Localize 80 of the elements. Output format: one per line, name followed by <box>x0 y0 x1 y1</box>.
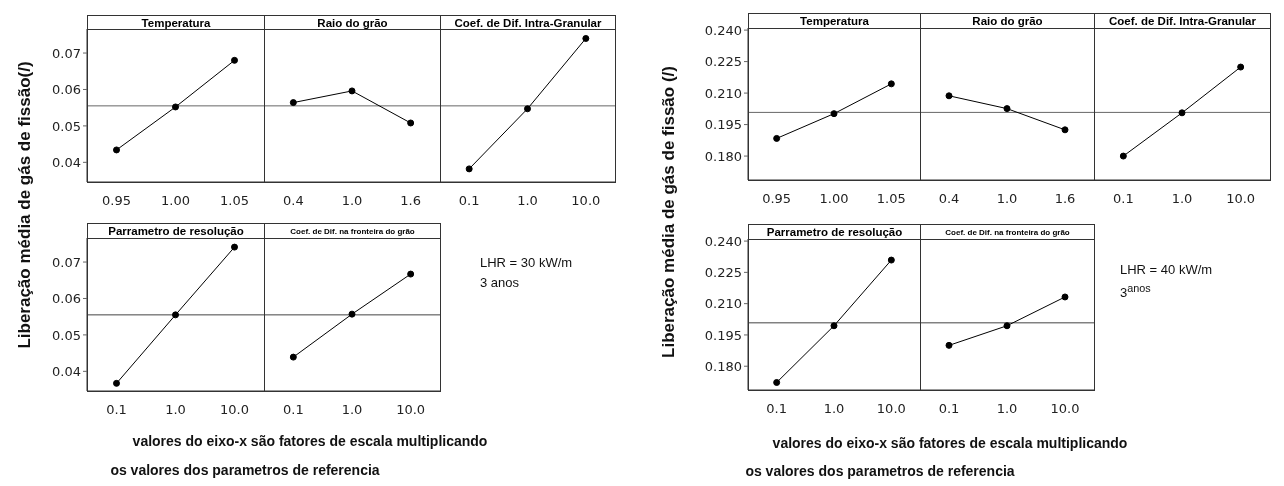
y-axis-title: Liberação média de gás de fissão (/) <box>659 65 679 360</box>
x-tick-label: 1.00 <box>161 193 190 209</box>
x-tick-label: 10.0 <box>1226 191 1256 207</box>
x-tick-label: 10.0 <box>1050 401 1080 417</box>
point <box>172 103 179 111</box>
x-tick-label: 10.0 <box>876 401 906 417</box>
x-tick-label: 0.1 <box>938 401 960 417</box>
text: 3$^{anos}$ <box>1120 282 1151 301</box>
point <box>113 146 120 154</box>
point <box>830 322 838 330</box>
x-tick-label: 10.0 <box>220 402 249 418</box>
y-tick-label: 0.180 <box>704 358 742 374</box>
y-tick-label: 0.04 <box>52 154 81 170</box>
y-tick-label: 0.05 <box>52 118 81 134</box>
chart-title: Coef. de Dif. na fronteira do grão <box>264 223 441 239</box>
y-tick-label: 0.180 <box>704 148 742 164</box>
chart-title: Raio do grão <box>920 13 1095 29</box>
x-tick-label: 1.0 <box>341 193 363 209</box>
x-tick-label: 1.05 <box>220 193 249 209</box>
y-tick-label: 0.210 <box>704 296 742 312</box>
x-tick-label: 1.0 <box>996 401 1018 417</box>
x-tick-label: 0.1 <box>282 402 304 418</box>
y-tick-label: 0.06 <box>52 82 81 98</box>
text: LHR = 40 kW/m <box>1120 262 1213 277</box>
x-tick-label: 1.05 <box>876 191 906 207</box>
x-tick-label: 0.95 <box>102 193 131 209</box>
x-tick-label: 1.6 <box>400 193 422 209</box>
y-tick-label: 0.240 <box>704 233 742 249</box>
x-tick-label: 1.0 <box>1171 191 1193 207</box>
y-tick-label: 0.04 <box>52 363 81 379</box>
y-tick-label: 0.07 <box>52 254 81 270</box>
y-tick-label: 0.240 <box>704 22 742 38</box>
text: 3 anos <box>480 275 520 290</box>
y-tick-label: 0.195 <box>704 327 742 343</box>
y-tick-label: 0.07 <box>52 45 81 61</box>
x-tick-label: 0.4 <box>938 191 960 207</box>
point <box>887 256 895 264</box>
y-tick-label: 0.05 <box>52 327 81 343</box>
y-tick-label: 0.06 <box>52 291 81 307</box>
point <box>113 379 120 387</box>
x-tick-label: 0.1 <box>1112 191 1134 207</box>
x-tick-label: 0.1 <box>766 401 788 417</box>
text: valores do eixo-x são fatores de escala multiplicando <box>771 435 1129 451</box>
text: valores do eixo-x são fatores de escala multiplicando <box>131 433 489 449</box>
x-tick-label: 0.4 <box>282 193 304 209</box>
x-tick-label: 1.0 <box>341 402 363 418</box>
point <box>773 378 781 386</box>
x-tick-label: 1.0 <box>165 402 186 418</box>
x-tick-label: 0.1 <box>458 193 480 209</box>
x-tick-label: 1.0 <box>823 401 845 417</box>
point <box>231 243 238 251</box>
y-axis-title: Liberação média de gás de fissão(/) <box>15 60 35 351</box>
chart-title: Parrametro de resolução <box>748 224 921 240</box>
chart-title: Parrametro de resolução <box>87 223 265 239</box>
chart-title: Temperatura <box>87 15 265 30</box>
chart-title: Temperatura <box>748 13 921 29</box>
point <box>231 56 238 64</box>
chart-title: Coef. de Dif. Intra-Granular <box>1094 13 1271 29</box>
y-tick-label: 0.195 <box>704 117 742 133</box>
chart-title: Raio do grão <box>264 15 441 30</box>
x-tick-label: 10.0 <box>571 193 601 209</box>
text: os valores dos parametros de referencia <box>109 462 381 478</box>
x-tick-label: 1.6 <box>1054 191 1076 207</box>
x-tick-label: 1.00 <box>819 191 849 207</box>
chart-title: Coef. de Dif. Intra-Granular <box>440 15 616 30</box>
point <box>887 80 895 88</box>
chart-title: Coef. de Dif. na fronteira do grão <box>920 224 1095 240</box>
text: os valores dos parametros de referencia <box>744 463 1016 479</box>
point <box>830 110 838 118</box>
y-tick-label: 0.225 <box>704 54 742 70</box>
x-tick-label: 1.0 <box>996 191 1018 207</box>
x-tick-label: 10.0 <box>396 402 426 418</box>
y-tick-label: 0.210 <box>704 85 742 101</box>
x-tick-label: 0.1 <box>106 402 127 418</box>
x-tick-label: 0.95 <box>762 191 792 207</box>
point <box>773 134 781 142</box>
x-tick-label: 1.0 <box>517 193 538 209</box>
text: LHR = 30 kW/m <box>480 255 573 270</box>
y-tick-label: 0.225 <box>704 264 742 280</box>
point <box>172 311 179 319</box>
